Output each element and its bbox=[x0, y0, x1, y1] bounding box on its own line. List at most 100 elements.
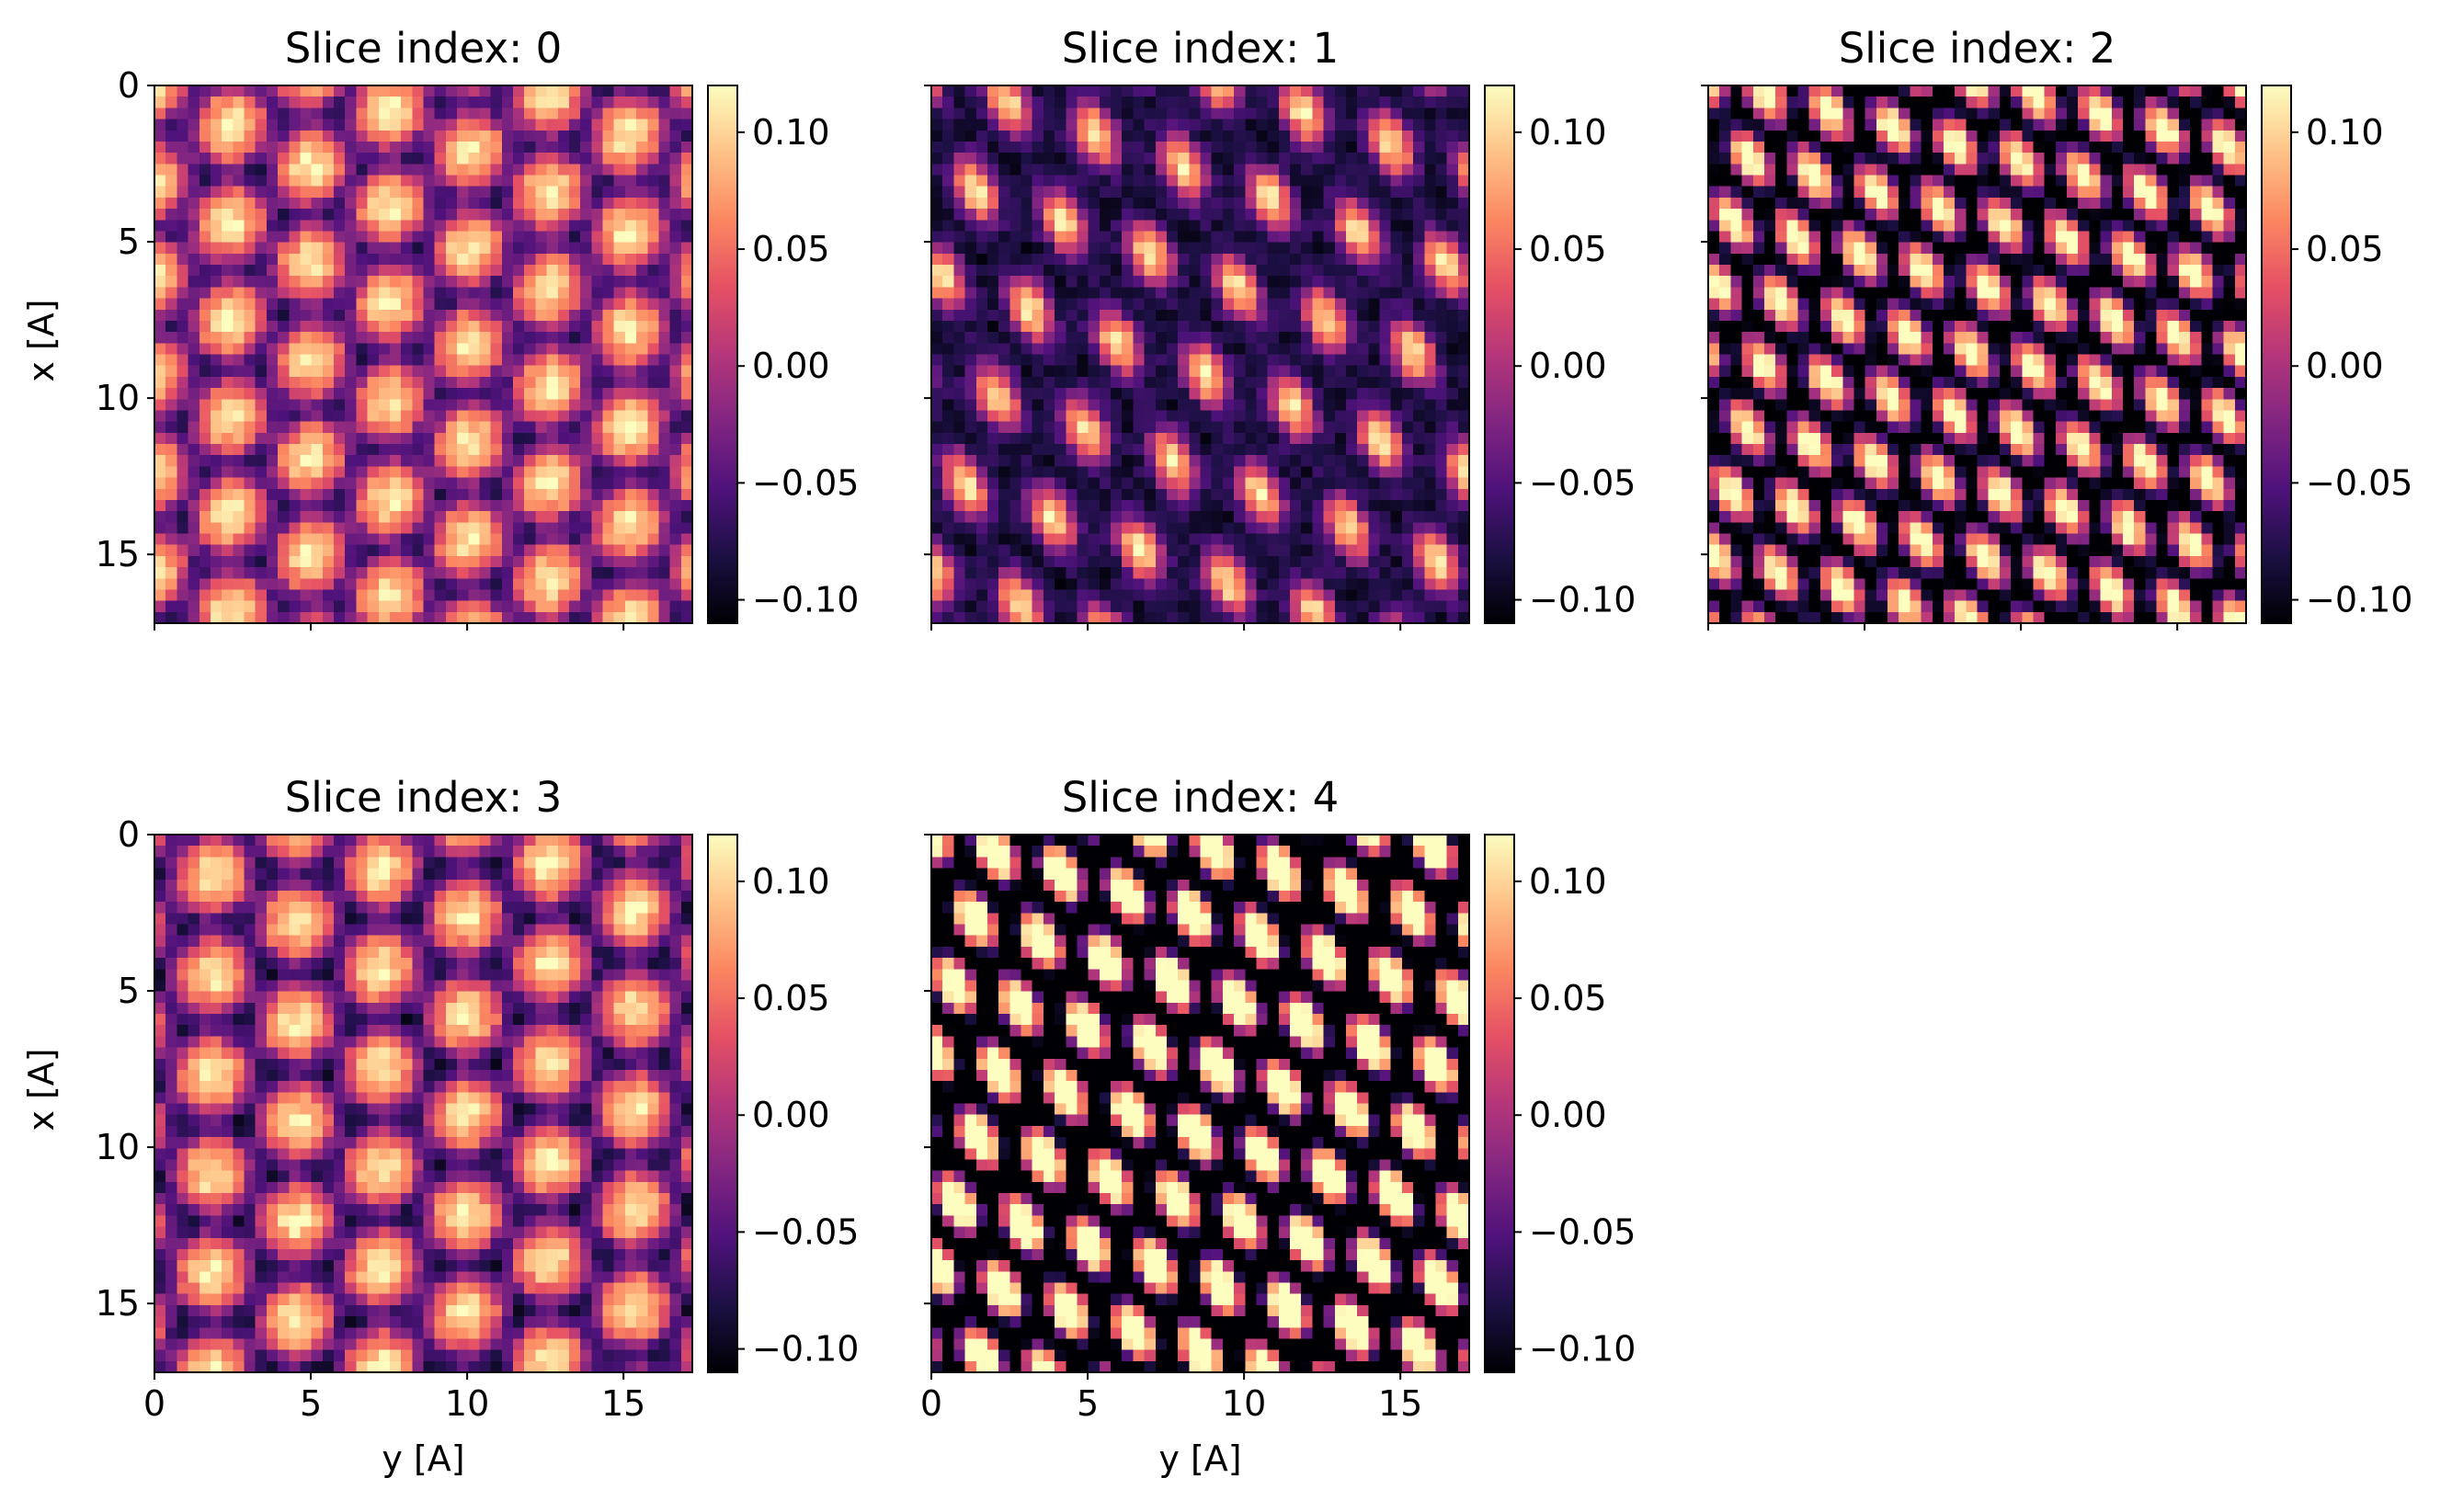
heatmap-cell bbox=[613, 611, 626, 624]
heatmap-cell bbox=[1021, 410, 1033, 423]
heatmap-cell bbox=[1200, 544, 1213, 557]
heatmap-cell bbox=[1122, 265, 1134, 277]
heatmap-cell bbox=[233, 466, 245, 479]
heatmap-cell bbox=[1390, 209, 1403, 221]
heatmap-cell bbox=[987, 421, 999, 434]
heatmap-cell bbox=[975, 365, 988, 378]
heatmap-cell bbox=[278, 578, 290, 591]
heatmap-cell bbox=[1133, 466, 1146, 479]
heatmap-cell bbox=[457, 600, 469, 613]
heatmap-cell bbox=[987, 197, 999, 210]
heatmap-cell bbox=[177, 332, 189, 344]
heatmap-cell bbox=[1786, 119, 1799, 131]
heatmap-cell bbox=[445, 164, 458, 176]
heatmap-cell bbox=[1099, 444, 1112, 456]
heatmap-cell bbox=[987, 432, 999, 445]
heatmap-cell bbox=[434, 85, 447, 97]
heatmap-cell bbox=[1446, 578, 1459, 591]
heatmap-cell bbox=[490, 611, 503, 624]
heatmap-cell bbox=[1876, 119, 1888, 131]
heatmap-cell bbox=[524, 578, 536, 591]
heatmap-cell bbox=[1222, 220, 1235, 233]
heatmap-cell bbox=[233, 589, 245, 602]
heatmap-cell bbox=[1278, 511, 1291, 523]
heatmap-cell bbox=[636, 600, 648, 613]
heatmap-cell bbox=[1401, 343, 1414, 356]
heatmap-cell bbox=[210, 611, 222, 624]
heatmap-cell bbox=[613, 343, 626, 356]
heatmap-cell bbox=[177, 555, 189, 568]
heatmap-cell bbox=[1390, 555, 1403, 568]
heatmap-cell bbox=[378, 432, 391, 445]
heatmap-cell bbox=[1256, 119, 1269, 131]
heatmap-cell bbox=[1009, 253, 1022, 266]
heatmap-cell bbox=[1819, 130, 1832, 142]
heatmap-cell bbox=[1435, 253, 1448, 266]
heatmap-cell bbox=[1133, 544, 1146, 557]
heatmap-cell bbox=[154, 567, 166, 579]
heatmap-cell bbox=[501, 97, 514, 108]
heatmap-cell bbox=[1323, 97, 1336, 108]
heatmap-cell bbox=[2156, 130, 2169, 142]
heatmap-cell bbox=[1413, 589, 1425, 602]
heatmap-cell bbox=[1345, 253, 1358, 266]
heatmap-cell bbox=[1413, 332, 1425, 344]
heatmap-cell bbox=[1435, 186, 1448, 199]
heatmap-cell bbox=[1323, 432, 1336, 445]
heatmap-cell bbox=[1043, 365, 1055, 378]
heatmap-cell bbox=[177, 108, 189, 120]
heatmap-cell bbox=[975, 186, 988, 199]
heatmap-cell bbox=[1099, 589, 1112, 602]
heatmap-cell bbox=[613, 421, 626, 434]
heatmap-cell bbox=[378, 533, 391, 546]
heatmap-cell bbox=[1390, 466, 1403, 479]
heatmap-cell bbox=[434, 578, 447, 591]
heatmap-cell bbox=[524, 567, 536, 579]
heatmap-cell bbox=[412, 600, 425, 613]
heatmap-cell bbox=[434, 499, 447, 512]
heatmap-cell bbox=[1211, 365, 1224, 378]
heatmap-cell bbox=[1032, 242, 1044, 255]
heatmap-cell bbox=[1312, 555, 1325, 568]
heatmap-cell bbox=[300, 388, 313, 400]
heatmap-cell bbox=[1032, 488, 1044, 501]
heatmap-cell bbox=[188, 499, 200, 512]
heatmap-cell bbox=[1178, 466, 1190, 479]
heatmap-cell bbox=[457, 186, 469, 199]
heatmap-cell bbox=[1021, 220, 1033, 233]
heatmap-cell bbox=[1088, 544, 1101, 557]
heatmap-cell bbox=[1301, 511, 1313, 523]
heatmap-cell bbox=[1775, 108, 1787, 120]
heatmap-cell bbox=[501, 175, 514, 188]
heatmap-cell bbox=[154, 141, 166, 153]
heatmap-cell bbox=[680, 544, 693, 557]
heatmap-cell bbox=[1390, 276, 1403, 288]
heatmap-cell bbox=[680, 432, 693, 445]
heatmap-cell bbox=[568, 332, 581, 344]
heatmap-cell bbox=[2190, 85, 2202, 97]
heatmap-cell bbox=[199, 578, 211, 591]
heatmap-cell bbox=[647, 444, 660, 456]
heatmap-cell bbox=[367, 287, 380, 300]
heatmap-cell bbox=[233, 567, 245, 579]
heatmap-cell bbox=[1077, 354, 1089, 367]
heatmap-cell bbox=[1043, 164, 1055, 176]
heatmap-cell bbox=[1099, 578, 1112, 591]
heatmap-cell bbox=[964, 197, 977, 210]
heatmap-cell bbox=[1334, 555, 1347, 568]
heatmap-cell bbox=[1278, 332, 1291, 344]
heatmap-cell bbox=[1122, 444, 1134, 456]
heatmap-cell bbox=[647, 309, 660, 322]
heatmap-cell bbox=[591, 600, 604, 613]
heatmap-cell bbox=[1413, 488, 1425, 501]
heatmap-cell bbox=[1446, 399, 1459, 412]
heatmap-cell bbox=[468, 365, 481, 378]
heatmap-cell bbox=[1345, 365, 1358, 378]
heatmap-cell bbox=[177, 511, 189, 523]
heatmap-cell bbox=[389, 376, 402, 389]
heatmap-cell bbox=[680, 186, 693, 199]
heatmap-cell bbox=[1200, 242, 1213, 255]
heatmap-cell bbox=[311, 186, 324, 199]
heatmap-cell bbox=[356, 287, 369, 300]
heatmap-cell bbox=[199, 365, 211, 378]
